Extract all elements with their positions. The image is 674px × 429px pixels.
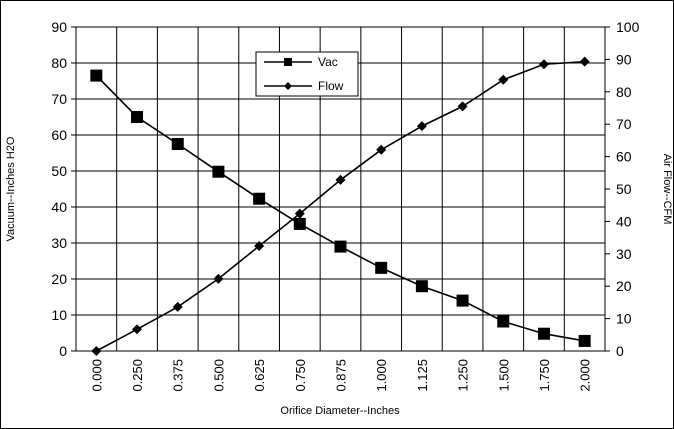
y2-tick-label: 30 bbox=[616, 246, 632, 262]
data-point-flow bbox=[335, 174, 346, 185]
y-tick-label: 80 bbox=[51, 55, 67, 71]
data-point-flow bbox=[91, 346, 102, 356]
x-tick-label: 1.000 bbox=[374, 359, 389, 392]
data-point-vac bbox=[537, 327, 550, 340]
y-tick-label: 20 bbox=[51, 271, 67, 287]
data-point-flow bbox=[172, 301, 183, 312]
data-point-vac bbox=[90, 69, 103, 82]
legend-vac-label: Vac bbox=[318, 55, 338, 69]
legend-vac-marker bbox=[284, 58, 292, 66]
x-tick-label: 1.125 bbox=[415, 359, 430, 392]
y2-tick-label: 50 bbox=[616, 181, 632, 197]
data-point-vac bbox=[415, 280, 428, 293]
data-point-flow bbox=[416, 121, 427, 132]
data-point-flow bbox=[213, 273, 224, 284]
y2-tick-label: 80 bbox=[616, 84, 632, 100]
data-point-flow bbox=[132, 324, 143, 335]
y-tick-label: 40 bbox=[51, 199, 67, 215]
y-axis-left-ticks: 0 10 20 30 40 50 60 70 80 90 bbox=[51, 19, 76, 359]
y-axis-title: Vacuum--Inches H2O bbox=[5, 136, 17, 241]
data-point-flow bbox=[498, 74, 509, 85]
y-tick-label: 0 bbox=[59, 343, 67, 359]
y2-tick-label: 20 bbox=[616, 278, 632, 294]
data-point-flow bbox=[579, 56, 590, 67]
data-point-vac bbox=[293, 217, 306, 230]
data-point-vac bbox=[456, 294, 469, 307]
legend: Vac Flow bbox=[255, 51, 359, 97]
y2-tick-label: 10 bbox=[616, 311, 632, 327]
x-tick-label: 0.625 bbox=[252, 359, 267, 392]
data-point-flow bbox=[538, 59, 549, 70]
y2-tick-label: 0 bbox=[616, 343, 624, 359]
y-tick-label: 30 bbox=[51, 235, 67, 251]
legend-flow-label: Flow bbox=[318, 79, 344, 93]
y-tick-label: 10 bbox=[51, 307, 67, 323]
y2-tick-label: 100 bbox=[616, 19, 640, 35]
y-tick-label: 60 bbox=[51, 127, 67, 143]
y-tick-label: 90 bbox=[51, 19, 67, 35]
data-point-vac bbox=[497, 315, 510, 328]
x-tick-label: 0.500 bbox=[211, 359, 226, 392]
y2-tick-label: 90 bbox=[616, 51, 632, 67]
x-tick-label: 0.375 bbox=[171, 359, 186, 392]
y2-tick-label: 70 bbox=[616, 116, 632, 132]
x-tick-label: 0.000 bbox=[89, 359, 104, 392]
y2-tick-label: 60 bbox=[616, 149, 632, 165]
series-markers bbox=[90, 56, 591, 356]
legend-box bbox=[255, 51, 359, 97]
data-point-vac bbox=[212, 165, 225, 178]
x-tick-label: 1.250 bbox=[456, 359, 471, 392]
data-point-vac bbox=[334, 240, 347, 253]
data-point-flow bbox=[294, 208, 305, 219]
data-point-flow bbox=[254, 241, 265, 252]
x-axis-ticks: 0.000 0.250 0.375 0.500 0.625 0.750 0.875 1.000… bbox=[89, 359, 592, 392]
x-tick-label: 0.875 bbox=[334, 359, 349, 392]
x-tick-label: 1.500 bbox=[496, 359, 511, 392]
y2-axis-title: Air Flow--CFM bbox=[661, 154, 673, 225]
x-tick-label: 1.750 bbox=[537, 359, 552, 392]
data-point-vac bbox=[375, 261, 388, 274]
data-point-vac bbox=[253, 192, 266, 205]
x-tick-label: 0.750 bbox=[293, 359, 308, 392]
legend-flow-marker bbox=[284, 82, 292, 90]
y2-tick-label: 40 bbox=[616, 213, 632, 229]
x-tick-label: 2.000 bbox=[578, 359, 593, 392]
data-point-vac bbox=[171, 138, 184, 150]
y-tick-label: 70 bbox=[51, 91, 67, 107]
data-point-vac bbox=[131, 111, 144, 123]
x-tick-label: 0.250 bbox=[130, 359, 145, 392]
y-tick-label: 50 bbox=[51, 163, 67, 179]
data-point-flow bbox=[376, 144, 387, 155]
x-axis-title: Orifice Diameter--Inches bbox=[280, 405, 400, 417]
data-point-vac bbox=[578, 334, 591, 347]
y-axis-right-ticks: 0 10 20 30 40 50 60 70 80 90 100 bbox=[605, 19, 640, 359]
data-point-flow bbox=[457, 101, 468, 112]
